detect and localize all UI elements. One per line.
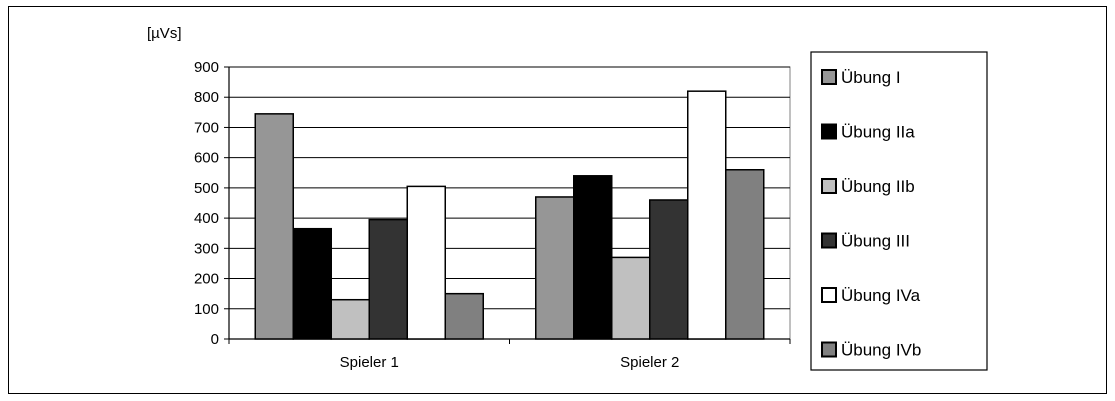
bar [573,175,613,340]
y-tick-label: 200 [194,271,219,288]
legend-entry-label: Übung IIa [841,123,915,142]
bar [254,113,294,340]
y-tick-label: 100 [194,301,219,318]
legend-entry-label: Übung IVa [841,286,921,305]
bar [611,256,651,340]
plot-area: 0 100 200 300 400 500 600 700 800 900 Spieler 1 Spi… [194,59,791,371]
legend-swatch [821,232,837,249]
bar [406,185,446,340]
y-tick-label: 800 [194,89,219,106]
bar [292,227,332,340]
y-tick-label: 0 [211,331,219,348]
bar [330,298,370,340]
y-tick-label: 400 [194,210,219,227]
legend-swatch [821,123,837,140]
legend-entry-label: Übung IVb [841,341,921,360]
x-category-label: Spieler 1 [340,354,399,371]
legend: Übung I Übung IIa Übung IIb Übung III Übung … [821,68,921,360]
bar [725,169,765,340]
bar [368,218,408,340]
legend-box [810,51,988,371]
legend-swatch [821,341,837,358]
y-tick-label: 600 [194,150,219,167]
x-category-label: Spieler 2 [620,354,679,371]
legend-swatch [821,69,837,85]
legend-swatch [821,287,837,303]
y-tick-label: 700 [194,119,219,136]
y-axis-unit-label: [µVs] [147,25,181,42]
bar [649,199,689,340]
legend-entry-label: Übung III [841,232,910,251]
bar [444,292,484,340]
legend-entry-label: Übung IIb [841,177,915,196]
bar [687,90,727,340]
legend-entry-label: Übung I [841,68,901,87]
legend-swatch [821,178,837,194]
y-tick-label: 300 [194,240,219,257]
bar [535,196,575,340]
y-tick-label: 900 [194,59,219,76]
y-tick-label: 500 [194,180,219,197]
